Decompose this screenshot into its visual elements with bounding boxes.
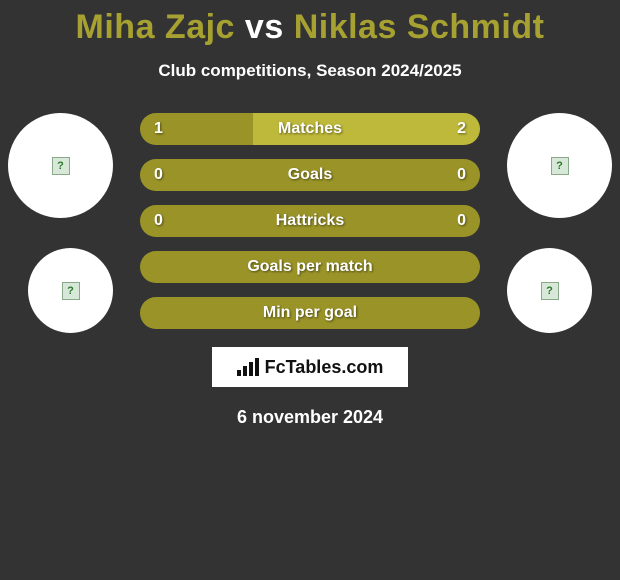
player2-avatar [507,113,612,218]
placeholder-image-icon [52,157,70,175]
date-text: 6 november 2024 [0,407,620,428]
stat-bar-row: Goals per match [140,251,480,283]
stat-bar-row: 0Goals0 [140,159,480,191]
placeholder-image-icon [541,282,559,300]
placeholder-image-icon [62,282,80,300]
player1-name: Miha Zajc [76,8,235,46]
stat-label: Hattricks [140,212,480,230]
player2-club-avatar [507,248,592,333]
stat-label: Goals per match [140,258,480,276]
page-title: Miha Zajc vs Niklas Schmidt [0,0,620,47]
stat-label: Matches [140,120,480,138]
player1-club-avatar [28,248,113,333]
stat-bars: 1Matches20Goals00Hattricks0Goals per mat… [140,113,480,329]
stat-right-value: 0 [457,166,466,184]
stat-label: Goals [140,166,480,184]
player1-avatar [8,113,113,218]
stat-label: Min per goal [140,304,480,322]
placeholder-image-icon [551,157,569,175]
branding-badge: FcTables.com [212,347,408,387]
stat-right-value: 2 [457,120,466,138]
subtitle: Club competitions, Season 2024/2025 [0,61,620,81]
comparison-content: 1Matches20Goals00Hattricks0Goals per mat… [0,113,620,428]
player2-name: Niklas Schmidt [294,8,545,46]
stat-bar-row: Min per goal [140,297,480,329]
stat-right-value: 0 [457,212,466,230]
stat-bar-row: 1Matches2 [140,113,480,145]
branding-text: FcTables.com [265,357,384,378]
stat-bar-row: 0Hattricks0 [140,205,480,237]
bar-chart-icon [237,358,259,376]
vs-text: vs [245,8,284,46]
